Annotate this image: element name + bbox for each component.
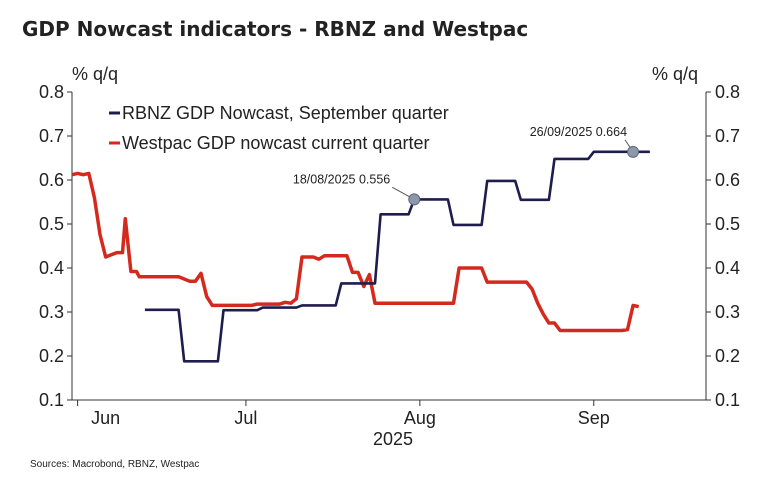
series-line-rbnz bbox=[144, 150, 650, 363]
right-tick-label: 0.5 bbox=[715, 214, 740, 234]
left-axis-unit: % q/q bbox=[72, 64, 118, 84]
right-tick-label: 0.6 bbox=[715, 170, 740, 190]
right-y-ticks: 0.8 0.7 0.6 0.5 0.4 0.3 0.2 0.1 bbox=[706, 82, 740, 410]
left-tick-label: 0.3 bbox=[39, 302, 64, 322]
left-tick-label: 0.2 bbox=[39, 346, 64, 366]
x-tick-label: Jul bbox=[234, 408, 257, 428]
series-line-westpac bbox=[71, 171, 640, 333]
annotation-marker bbox=[408, 193, 421, 206]
right-axis-unit: % q/q bbox=[652, 64, 698, 84]
right-tick-label: 0.3 bbox=[715, 302, 740, 322]
x-tick-label: Jun bbox=[91, 408, 120, 428]
right-tick-label: 0.2 bbox=[715, 346, 740, 366]
left-tick-label: 0.1 bbox=[39, 390, 64, 410]
left-tick-label: 0.4 bbox=[39, 258, 64, 278]
right-tick-label: 0.7 bbox=[715, 126, 740, 146]
annotation-layer: 18/08/2025 0.556 26/09/2025 0.664 bbox=[293, 125, 640, 206]
source-note: Sources: Macrobond, RBNZ, Westpac bbox=[30, 459, 199, 470]
left-tick-label: 0.5 bbox=[39, 214, 64, 234]
series-layer bbox=[71, 150, 650, 363]
x-axis-ticks: Jun Jul Aug Sep bbox=[77, 400, 610, 428]
chart-title: GDP Nowcast indicators - RBNZ and Westpa… bbox=[22, 17, 528, 41]
legend: RBNZ GDP Nowcast, September quarter West… bbox=[109, 103, 449, 153]
right-tick-label: 0.1 bbox=[715, 390, 740, 410]
annotation-marker bbox=[627, 145, 640, 158]
left-tick-label: 0.6 bbox=[39, 170, 64, 190]
right-tick-label: 0.8 bbox=[715, 82, 740, 102]
x-tick-label: Aug bbox=[404, 408, 436, 428]
legend-label-westpac: Westpac GDP nowcast current quarter bbox=[122, 133, 429, 153]
left-tick-label: 0.7 bbox=[39, 126, 64, 146]
annotation-label: 26/09/2025 0.664 bbox=[530, 125, 627, 139]
x-tick-label: Sep bbox=[578, 408, 610, 428]
left-y-ticks: 0.8 0.7 0.6 0.5 0.4 0.3 0.2 0.1 bbox=[39, 82, 72, 410]
x-axis-year: 2025 bbox=[373, 429, 413, 449]
left-tick-label: 0.8 bbox=[39, 82, 64, 102]
annotation-label: 18/08/2025 0.556 bbox=[293, 172, 390, 186]
legend-label-rbnz: RBNZ GDP Nowcast, September quarter bbox=[122, 103, 449, 123]
right-tick-label: 0.4 bbox=[715, 258, 740, 278]
